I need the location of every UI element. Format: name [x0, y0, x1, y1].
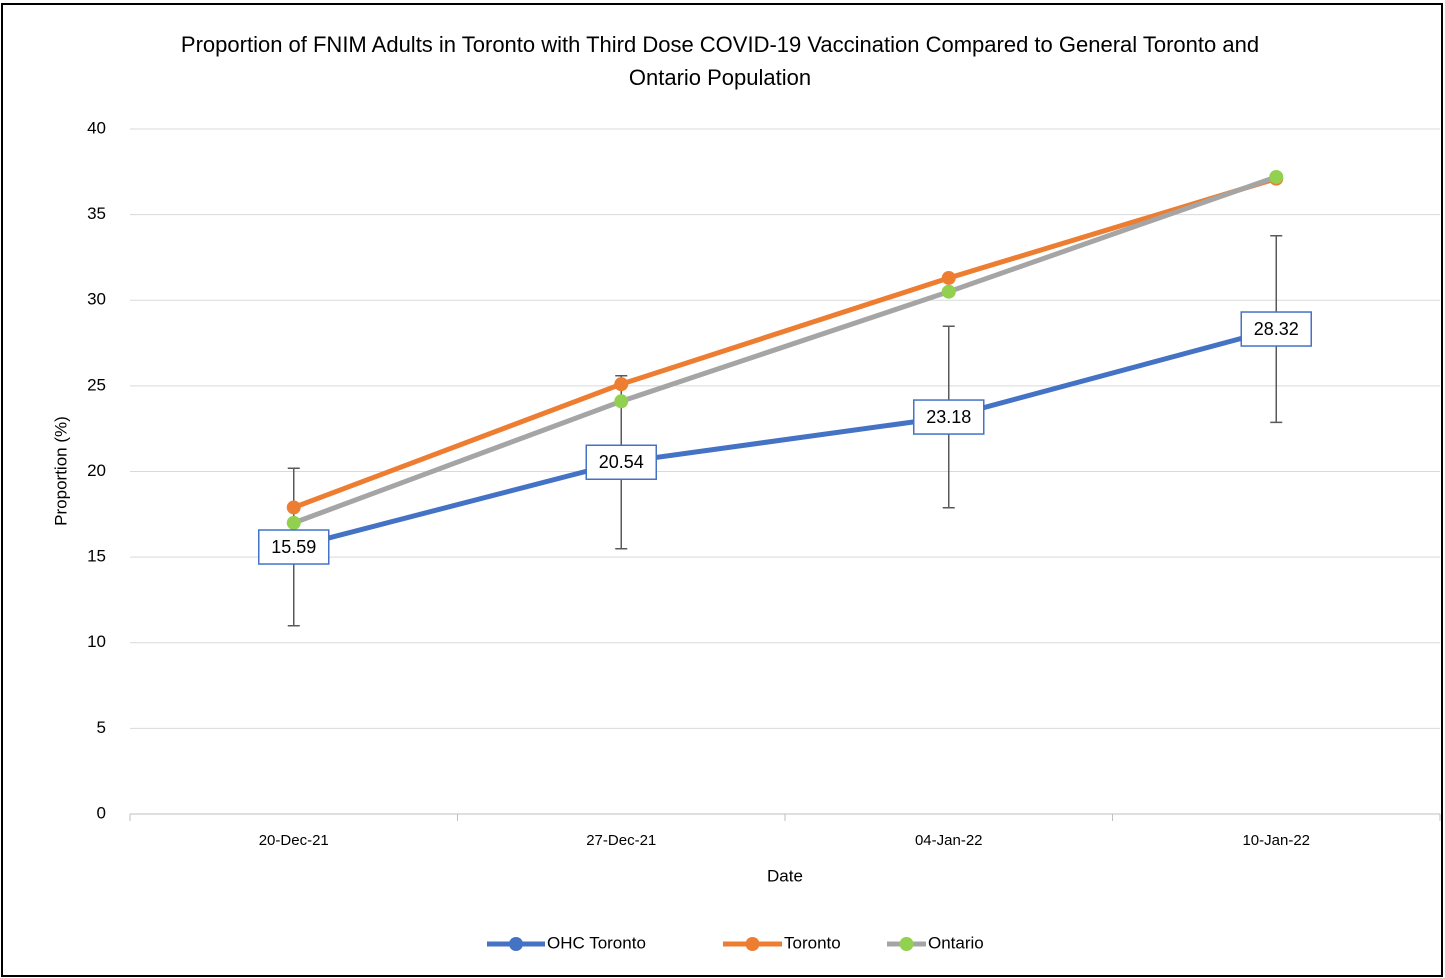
data-label-box	[258, 529, 330, 565]
data-point	[941, 270, 956, 285]
data-point	[941, 284, 956, 299]
y-tick-label: 30	[87, 290, 106, 309]
data-point	[286, 500, 301, 515]
data-label: 20.54	[599, 452, 644, 472]
x-tick-label: 27-Dec-21	[586, 832, 656, 849]
data-point	[1269, 169, 1284, 184]
y-tick-label: 40	[87, 118, 106, 137]
chart-border	[1, 3, 1443, 977]
legend-label: OHC Toronto	[547, 933, 646, 952]
data-label: 15.59	[271, 537, 316, 557]
data-label-box	[1240, 311, 1312, 347]
x-axis-label: Date	[767, 866, 803, 885]
data-label: 23.18	[926, 407, 971, 427]
y-tick-label: 25	[87, 375, 106, 394]
chart-title: Proportion of FNIM Adults in Toronto wit…	[180, 32, 1260, 90]
y-tick-label: 5	[97, 718, 106, 737]
legend-label: Toronto	[784, 933, 841, 952]
data-label-box	[585, 444, 657, 481]
y-tick-label: 15	[87, 547, 106, 566]
x-tick-label: 10-Jan-22	[1242, 832, 1310, 849]
legend-marker	[899, 937, 914, 951]
x-tick-label: 04-Jan-22	[915, 832, 983, 849]
data-point	[614, 377, 629, 392]
data-label: 28.32	[1254, 319, 1299, 339]
y-tick-label: 0	[97, 803, 106, 822]
data-point	[614, 394, 629, 409]
data-label-box	[913, 399, 985, 435]
y-tick-label: 35	[87, 204, 106, 223]
y-tick-label: 10	[87, 632, 106, 651]
series-line	[292, 176, 1277, 510]
legend-label: Ontario	[928, 933, 984, 952]
x-tick-label: 20-Dec-21	[259, 832, 329, 849]
y-axis-label: Proportion (%)	[51, 416, 70, 526]
series-line	[293, 326, 1277, 550]
y-tick-label: 20	[87, 461, 106, 480]
legend-marker	[745, 937, 760, 951]
data-point	[286, 515, 301, 530]
series-line	[292, 174, 1278, 526]
legend-marker	[509, 937, 523, 951]
